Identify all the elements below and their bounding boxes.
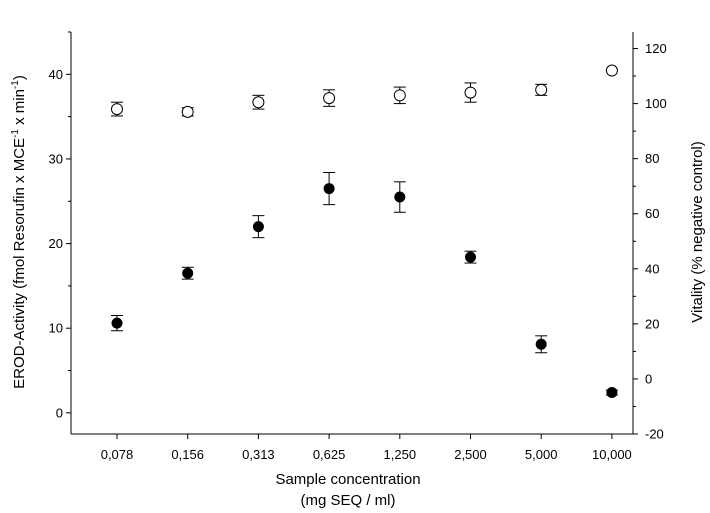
erod-point: [394, 191, 406, 203]
vitality-point: [605, 64, 618, 77]
y-left-tick-label: 0: [56, 405, 63, 420]
axis-tick-labels: 0 10 20 30 40 -20 0 20 40 60 80 100 120 0,078 0,156 0,3…: [49, 41, 667, 462]
x-tick-label: 10,000: [592, 447, 632, 462]
x-tick-label: 1,250: [384, 447, 417, 462]
y-left-tick-label: 20: [49, 236, 63, 251]
erod-point: [606, 387, 618, 399]
vitality-point: [393, 89, 406, 102]
y-right-tick-label: 40: [645, 261, 659, 276]
y-right-tick-label: 0: [645, 371, 652, 386]
y-right-tick-label: 20: [645, 316, 659, 331]
vitality-point: [464, 86, 477, 99]
y-left-tick-label: 40: [49, 67, 63, 82]
erod-point: [535, 338, 547, 350]
vitality-point: [323, 92, 336, 105]
y-right-tick-label: 80: [645, 151, 659, 166]
y-right-tick-label: 60: [645, 206, 659, 221]
erod-point: [252, 221, 264, 233]
x-tick-label: 0,313: [242, 447, 275, 462]
y-right-tick-label: -20: [645, 427, 664, 442]
y-left-tick-label: 30: [49, 151, 63, 166]
erod-point: [465, 251, 476, 263]
y-axis-left-title: EROD-Activity (fmol Resorufin x MCE-1 x …: [10, 75, 28, 389]
erod-point: [323, 183, 335, 195]
y-left-tick-label: 10: [49, 321, 63, 336]
x-tick-label: 0,078: [101, 447, 134, 462]
axis-ticks: [66, 31, 638, 439]
x-tick-label: 5,000: [525, 447, 558, 462]
x-tick-label: 0,156: [171, 447, 204, 462]
y-right-tick-label: 100: [645, 96, 667, 111]
vitality-point: [181, 105, 194, 118]
vitality-point: [111, 103, 123, 116]
erod-point: [111, 317, 123, 329]
x-axis-title-line2: (mg SEQ / ml): [300, 492, 395, 509]
y-axis-right-title: Vitality (% negative control): [689, 141, 706, 322]
y-right-tick-label: 120: [645, 41, 667, 56]
erod-point: [182, 267, 194, 279]
vitality-point: [535, 83, 548, 96]
x-tick-label: 0,625: [313, 447, 346, 462]
vitality-point: [252, 96, 265, 109]
x-axis-title-line1: Sample concentration: [275, 471, 420, 488]
x-tick-label: 2,500: [454, 447, 487, 462]
data-marks: [111, 64, 618, 399]
plot-axes: [70, 32, 634, 435]
